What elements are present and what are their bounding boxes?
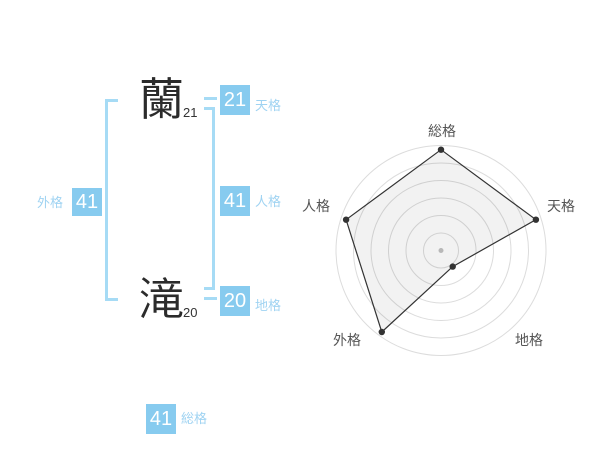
soukaku-value-badge: 41 xyxy=(146,404,176,434)
radar-axis-label-gaikaku: 外格 xyxy=(333,332,361,348)
inner-bracket-top-arm xyxy=(204,107,215,110)
radar-axis-label-soukaku: 総格 xyxy=(428,123,456,139)
given-name-kanji: 滝 xyxy=(139,274,185,325)
inner-bracket-bottom-arm xyxy=(204,287,215,290)
gaikaku-label: 外格 xyxy=(37,195,64,210)
jinkaku-label: 人格 xyxy=(255,194,282,209)
radar-axis-label-tenkaku: 天格 xyxy=(547,198,575,214)
chikaku-connector-dash xyxy=(204,297,217,300)
outer-bracket-vertical-line xyxy=(105,99,108,301)
chikaku-label: 地格 xyxy=(255,298,282,313)
tenkaku-connector-dash xyxy=(204,97,217,100)
radar-chart-svg xyxy=(335,145,547,356)
radar-axis-label-chikaku: 地格 xyxy=(515,332,543,348)
outer-bracket-bottom-arm xyxy=(105,298,118,301)
gaikaku-value-badge: 41 xyxy=(72,188,102,216)
surname-stroke-count: 21 xyxy=(183,105,198,120)
soukaku-label: 総格 xyxy=(181,411,208,426)
jinkaku-value-badge: 41 xyxy=(220,186,250,216)
tenkaku-label: 天格 xyxy=(255,98,282,113)
given-name-stroke-count: 20 xyxy=(183,305,198,320)
inner-bracket-vertical-line xyxy=(212,107,215,290)
tenkaku-value-badge: 21 xyxy=(220,85,250,115)
radar-axis-label-jinkaku: 人格 xyxy=(302,198,330,214)
surname-kanji: 蘭 xyxy=(139,74,185,125)
chikaku-value-badge: 20 xyxy=(220,286,250,316)
outer-bracket-top-arm xyxy=(105,99,118,102)
